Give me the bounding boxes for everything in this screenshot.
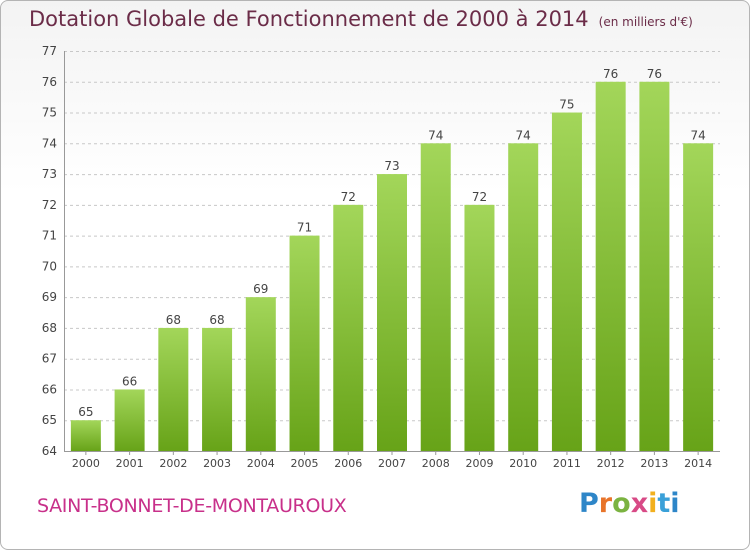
x-tick-label: 2002 (159, 457, 187, 470)
x-tick-label: 2014 (684, 457, 712, 470)
logo-letter: x (630, 488, 649, 519)
y-tick-label: 68 (42, 321, 57, 335)
y-tick-label: 75 (42, 106, 57, 120)
x-tick-label: 2004 (247, 457, 275, 470)
data-label: 71 (297, 221, 312, 235)
bar (245, 297, 276, 451)
data-label: 68 (166, 313, 181, 327)
bar (551, 112, 582, 452)
logo-letter: i (670, 488, 680, 519)
bars (70, 81, 714, 452)
chart-subtitle: (en milliers d'€) (598, 15, 693, 29)
proxiti-logo: Proxiti (579, 488, 680, 519)
data-labels: 65 66 68 68 69 71 72 73 74 72 74 75 76 76 74 (78, 67, 706, 419)
y-tick-label: 65 (42, 413, 57, 427)
y-tick-label: 69 (42, 290, 57, 304)
x-tick-label: 2012 (597, 457, 625, 470)
bar (289, 235, 320, 451)
logo-letter: r (598, 488, 613, 519)
x-tick-label: 2007 (378, 457, 406, 470)
bar (158, 327, 189, 451)
chart-title-text: Dotation Globale de Fonctionnement de 20… (29, 7, 589, 31)
data-label: 74 (516, 128, 531, 142)
bar (377, 174, 407, 452)
bar (420, 143, 451, 452)
bar (114, 389, 145, 451)
data-label: 66 (122, 374, 137, 388)
y-tick-label: 77 (42, 44, 57, 58)
data-label: 76 (647, 67, 662, 81)
axes (64, 51, 720, 455)
logo-letter: o (612, 488, 631, 519)
logo-letter: t (657, 488, 671, 519)
y-tick-label: 66 (42, 382, 57, 396)
data-label: 72 (472, 190, 487, 204)
y-tick-label: 71 (42, 229, 57, 243)
data-label: 74 (428, 128, 443, 142)
x-tick-label: 2009 (465, 457, 493, 470)
x-tick-label: 2001 (116, 457, 144, 470)
bar (464, 204, 495, 451)
x-tick-label: 2008 (422, 457, 450, 470)
y-tick-label: 76 (42, 75, 57, 89)
x-tick-labels: 2000 2001 2002 2003 2004 2005 2006 2007 2008 2009… (72, 457, 712, 470)
chart-title: Dotation Globale de Fonctionnement de 20… (29, 7, 693, 31)
bar (639, 81, 670, 452)
data-label: 72 (341, 190, 356, 204)
logo-letter: P (579, 488, 599, 519)
data-label: 73 (384, 159, 399, 173)
bar (333, 204, 364, 451)
data-label: 69 (253, 282, 268, 296)
logo-letter: i (648, 488, 658, 519)
bar (508, 143, 539, 452)
y-tick-label: 73 (42, 167, 57, 181)
bar (595, 81, 626, 452)
x-tick-label: 2013 (640, 457, 668, 470)
data-label: 68 (209, 313, 224, 327)
data-label: 76 (603, 67, 618, 81)
x-tick-label: 2010 (509, 457, 537, 470)
y-tick-label: 72 (42, 198, 57, 212)
y-tick-label: 74 (42, 136, 57, 150)
data-label: 74 (690, 128, 705, 142)
x-tick-label: 2003 (203, 457, 231, 470)
bar (683, 143, 714, 452)
commune-name: SAINT-BONNET-DE-MONTAUROUX (37, 495, 347, 517)
data-label: 65 (78, 405, 93, 419)
y-tick-labels: 64 65 66 67 68 69 70 71 72 73 74 75 76 77 (42, 44, 57, 458)
data-label: 75 (559, 98, 574, 112)
x-tick-label: 2011 (553, 457, 581, 470)
y-tick-label: 67 (42, 352, 57, 366)
x-tick-label: 2000 (72, 457, 100, 470)
y-tick-label: 64 (42, 444, 57, 458)
y-tick-label: 70 (42, 259, 57, 273)
bar (202, 327, 233, 451)
bar (70, 420, 101, 451)
x-tick-label: 2006 (334, 457, 362, 470)
x-tick-label: 2005 (291, 457, 319, 470)
